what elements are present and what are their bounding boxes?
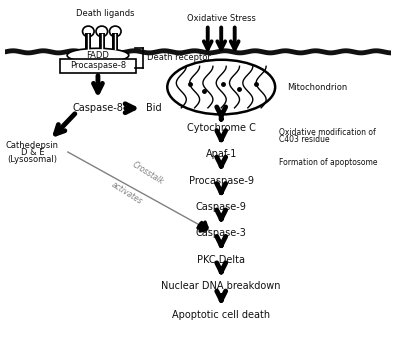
Text: Nuclear DNA breakdown: Nuclear DNA breakdown bbox=[162, 281, 281, 291]
FancyBboxPatch shape bbox=[60, 58, 136, 73]
Text: activates: activates bbox=[110, 180, 144, 206]
Text: FADD: FADD bbox=[86, 51, 109, 60]
Text: Procaspase-8: Procaspase-8 bbox=[70, 62, 126, 70]
Text: C403 residue: C403 residue bbox=[279, 136, 330, 144]
Text: Crosstalk: Crosstalk bbox=[131, 160, 165, 187]
Text: Caspase-9: Caspase-9 bbox=[196, 202, 247, 212]
Ellipse shape bbox=[96, 26, 108, 37]
Ellipse shape bbox=[67, 48, 129, 62]
Ellipse shape bbox=[110, 26, 121, 37]
Text: Apaf-1: Apaf-1 bbox=[206, 149, 237, 159]
Text: Apoptotic cell death: Apoptotic cell death bbox=[172, 309, 270, 320]
Text: Oxidative modification of: Oxidative modification of bbox=[279, 129, 376, 137]
Ellipse shape bbox=[167, 60, 275, 114]
Text: Procaspase-9: Procaspase-9 bbox=[189, 176, 254, 185]
Bar bbox=[99, 33, 105, 50]
Text: Death ligands: Death ligands bbox=[76, 8, 135, 18]
Bar bbox=[112, 33, 118, 50]
Text: Formation of apoptosome: Formation of apoptosome bbox=[279, 158, 378, 167]
Text: Caspase-3: Caspase-3 bbox=[196, 228, 247, 238]
Text: PKC Delta: PKC Delta bbox=[197, 255, 245, 265]
Text: Cathedepsin: Cathedepsin bbox=[6, 141, 59, 150]
Text: (Lysosomal): (Lysosomal) bbox=[8, 155, 58, 164]
Text: Bid: Bid bbox=[146, 103, 162, 113]
Ellipse shape bbox=[82, 26, 94, 37]
Bar bbox=[85, 33, 91, 50]
Text: Cytochrome C: Cytochrome C bbox=[187, 122, 256, 133]
Text: D & E: D & E bbox=[21, 148, 44, 157]
Text: Mitochondrion: Mitochondrion bbox=[287, 82, 347, 92]
Text: Death receptor: Death receptor bbox=[147, 53, 211, 63]
Text: Oxidative Stress: Oxidative Stress bbox=[187, 14, 256, 23]
Text: Caspase-8: Caspase-8 bbox=[72, 103, 123, 113]
